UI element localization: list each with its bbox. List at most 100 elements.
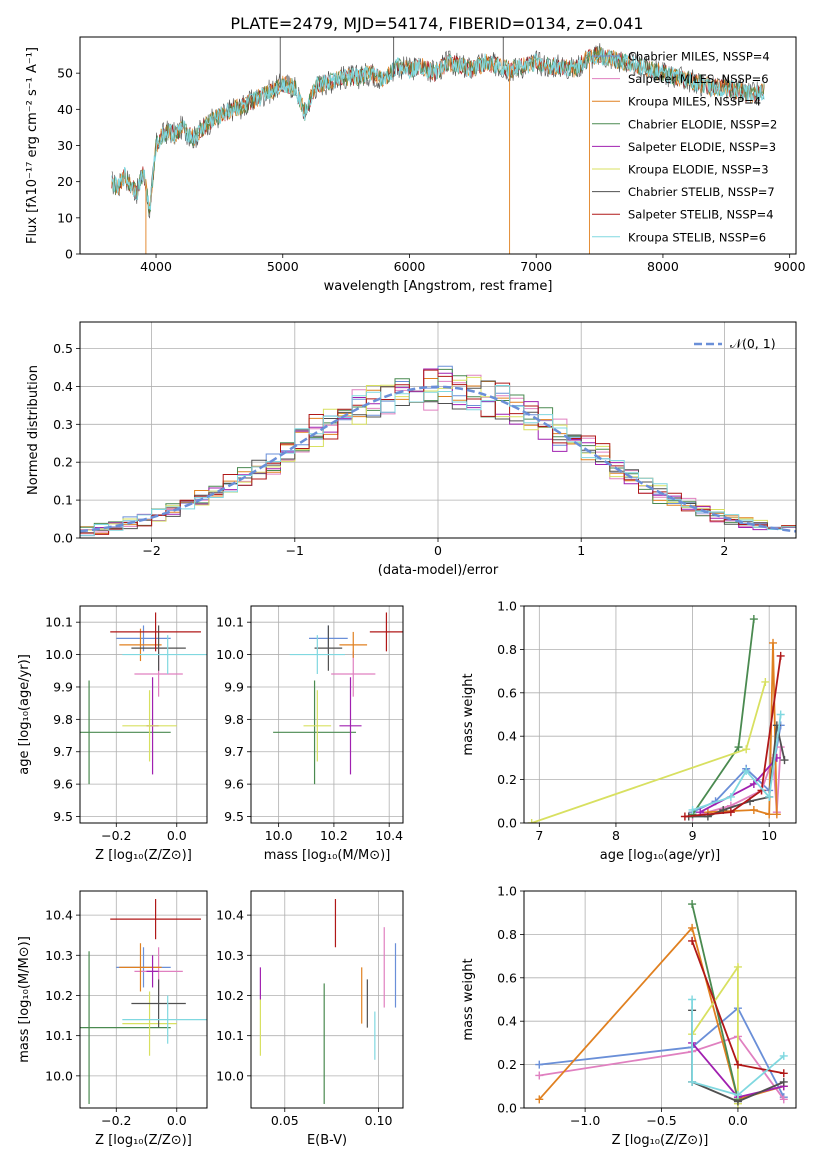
y-axis-label: mass [log₁₀(M/M⊙)] bbox=[17, 936, 32, 1063]
mass-weight-marker bbox=[688, 900, 697, 909]
x-tick-label: 0.0 bbox=[728, 1113, 748, 1128]
y-tick-label: 0.2 bbox=[497, 1057, 517, 1072]
y-tick-label: 10 bbox=[57, 210, 73, 225]
x-tick-label: 7 bbox=[535, 828, 543, 843]
y-tick-label: 10.3 bbox=[45, 948, 73, 963]
mass-weight-marker bbox=[780, 756, 789, 765]
x-axis-label: mass [log₁₀(M/M⊙)] bbox=[264, 848, 391, 863]
y-tick-label: 10.4 bbox=[216, 908, 244, 923]
x-tick-label: −2 bbox=[142, 543, 160, 558]
chart-panel-8: −1.0 −0.5 0.0 0.0 0.2 0.4 0.6 0.8 1.0 Z [log₁₀(Z/… bbox=[461, 884, 797, 1148]
mass-weight-series bbox=[691, 618, 755, 815]
mass-weight-marker bbox=[779, 1051, 788, 1060]
x-axis-label: Z [log₁₀(Z/Z⊙)] bbox=[95, 1133, 192, 1148]
y-tick-label: 10.1 bbox=[216, 1028, 244, 1043]
y-tick-label: 0.0 bbox=[53, 531, 73, 546]
y-tick-label: 10.0 bbox=[45, 1068, 73, 1083]
x-tick-label: 10.4 bbox=[375, 828, 403, 843]
plot-area bbox=[80, 606, 207, 823]
y-axis-label: Flux [fλ10⁻¹⁷ erg cm⁻² s⁻¹ A⁻¹] bbox=[25, 47, 40, 244]
x-tick-label: 10.2 bbox=[320, 828, 348, 843]
mass-weight-marker bbox=[726, 792, 735, 801]
x-tick-label: 9 bbox=[689, 828, 697, 843]
mass-weight-marker bbox=[765, 810, 774, 819]
y-tick-label: 10.0 bbox=[45, 647, 73, 662]
y-tick-label: 9.8 bbox=[53, 712, 73, 727]
x-axis-label: wavelength [Angstrom, rest frame] bbox=[324, 279, 553, 294]
y-tick-label: 0.4 bbox=[497, 1014, 517, 1029]
mass-weight-marker bbox=[761, 677, 770, 686]
chart-panel-5: 7 8 9 10 0.0 0.2 0.4 0.6 0.8 1.0 age [log₁₀(age/yr… bbox=[461, 599, 797, 863]
mass-weight-marker bbox=[749, 615, 758, 624]
y-tick-label: 10.1 bbox=[216, 615, 244, 630]
plot-area bbox=[80, 322, 796, 538]
mass-weight-marker bbox=[779, 1077, 788, 1086]
y-tick-label: 10.3 bbox=[216, 948, 244, 963]
y-axis-label: mass weight bbox=[461, 958, 476, 1040]
y-axis-label: mass weight bbox=[461, 673, 476, 755]
legend-entry: Kroupa STELIB, NSSP=6 bbox=[628, 230, 766, 244]
x-tick-label: 10 bbox=[761, 828, 777, 843]
mass-weight-series bbox=[691, 999, 785, 1096]
axes-frame bbox=[523, 605, 797, 824]
y-tick-label: 10.4 bbox=[45, 908, 73, 923]
y-tick-label: 40 bbox=[57, 102, 73, 117]
mass-weight-marker bbox=[772, 810, 781, 819]
y-tick-label: 0 bbox=[65, 247, 73, 262]
x-axis-label: E(B-V) bbox=[307, 1133, 347, 1148]
mass-weight-marker bbox=[680, 812, 689, 821]
x-tick-label: −0.5 bbox=[646, 1113, 676, 1128]
mass-weight-marker bbox=[535, 1060, 544, 1069]
y-tick-label: 9.9 bbox=[53, 679, 73, 694]
y-tick-label: 0.3 bbox=[53, 417, 73, 432]
plot-area bbox=[80, 891, 207, 1108]
x-tick-label: −1 bbox=[286, 543, 304, 558]
mass-weight-marker bbox=[726, 808, 735, 817]
plot-area bbox=[524, 606, 796, 823]
y-tick-label: 10.1 bbox=[45, 1028, 73, 1043]
mass-weight-marker bbox=[733, 962, 742, 971]
mass-weight-marker bbox=[733, 1090, 742, 1099]
mass-weight-marker bbox=[535, 1071, 544, 1080]
chart-panel-3: −0.2 0.0 9.5 9.6 9.7 9.8 9.9 10.0 10.1 Z [log₁₀(Z… bbox=[17, 605, 208, 863]
y-tick-label: 9.9 bbox=[224, 679, 244, 694]
legend-entry: Salpeter ELODIE, NSSP=3 bbox=[628, 140, 776, 154]
y-tick-label: 1.0 bbox=[497, 884, 517, 899]
legend-entry: Salpeter MILES, NSSP=6 bbox=[628, 72, 769, 86]
chart-panel-7: 0.05 0.10 10.0 10.1 10.2 10.3 10.4 E(B-V) bbox=[216, 890, 404, 1148]
mass-weight-marker bbox=[749, 805, 758, 814]
x-tick-label: −0.2 bbox=[101, 828, 131, 843]
x-tick-label: −0.2 bbox=[101, 1113, 131, 1128]
y-tick-label: 0.5 bbox=[53, 341, 73, 356]
y-tick-label: 30 bbox=[57, 138, 73, 153]
y-axis-label: age [log₁₀(age/yr)] bbox=[17, 654, 32, 775]
plot-area bbox=[111, 37, 765, 254]
mass-weight-marker bbox=[688, 995, 697, 1004]
legend-entry: Kroupa ELODIE, NSSP=3 bbox=[628, 163, 769, 177]
chart-panel-6: −0.2 0.0 10.0 10.1 10.2 10.3 10.4 Z [log₁₀(Z/Z⊙… bbox=[17, 890, 208, 1148]
y-tick-label: 0.4 bbox=[53, 379, 73, 394]
mass-weight-marker bbox=[742, 745, 751, 754]
legend-entry: Chabrier STELIB, NSSP=7 bbox=[628, 185, 775, 199]
histogram-series bbox=[80, 376, 796, 531]
mass-weight-marker bbox=[779, 1095, 788, 1104]
legend-entry: Chabrier MILES, NSSP=4 bbox=[628, 50, 770, 64]
figure-title: PLATE=2479, MJD=54174, FIBERID=0134, z=0… bbox=[230, 14, 643, 33]
x-axis-label: Z [log₁₀(Z/Z⊙)] bbox=[95, 848, 192, 863]
y-tick-label: 0.8 bbox=[497, 927, 517, 942]
y-tick-label: 0.2 bbox=[53, 455, 73, 470]
chart-legend: 𝒩(0, 1) bbox=[694, 336, 776, 351]
mass-weight-series bbox=[539, 1035, 785, 1100]
histogram-series bbox=[80, 369, 796, 535]
y-tick-label: 0.6 bbox=[497, 685, 517, 700]
y-tick-label: 9.6 bbox=[53, 777, 73, 792]
legend-entry: Salpeter STELIB, NSSP=4 bbox=[628, 208, 774, 222]
x-tick-label: 0.0 bbox=[167, 828, 187, 843]
chart-panel-1: 4000 5000 6000 7000 8000 9000 0 10 20 30 40 50 wavel… bbox=[25, 36, 806, 294]
x-axis-label: Z [log₁₀(Z/Z⊙)] bbox=[612, 1133, 709, 1148]
chart-legend: Chabrier MILES, NSSP=4 Salpeter MILES, NS… bbox=[592, 50, 777, 244]
y-tick-label: 9.5 bbox=[224, 809, 244, 824]
y-tick-label: 10.1 bbox=[45, 615, 73, 630]
chart-panel-4: 10.0 10.2 10.4 9.5 9.6 9.7 9.8 9.9 10.0 10.1 mass … bbox=[216, 605, 404, 863]
mass-weight-marker bbox=[527, 819, 536, 823]
